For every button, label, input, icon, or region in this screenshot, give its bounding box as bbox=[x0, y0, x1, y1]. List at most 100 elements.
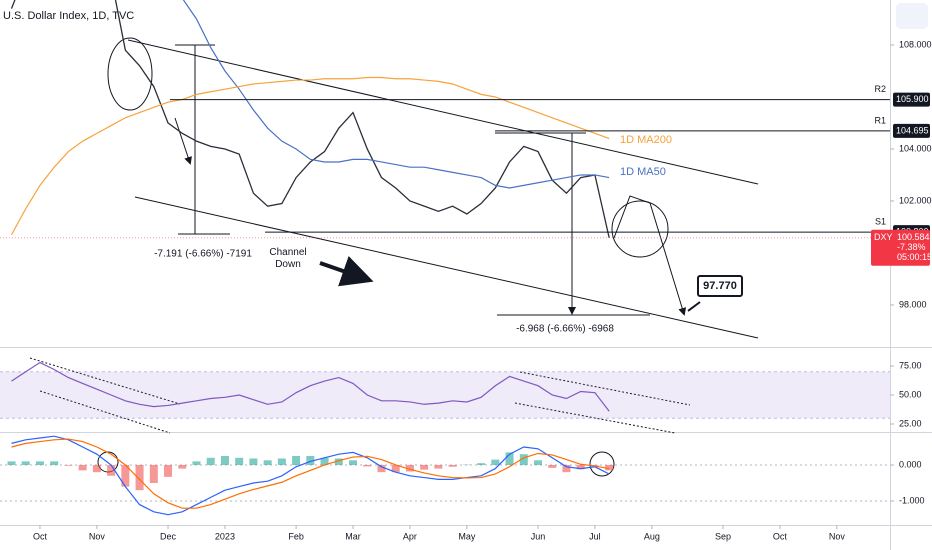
x-tick-label: Feb bbox=[288, 531, 304, 541]
histogram-bar bbox=[405, 464, 414, 472]
channel-line bbox=[134, 196, 759, 339]
y-tick-label: 98.000 bbox=[899, 299, 927, 309]
level-name: R2 bbox=[874, 84, 886, 94]
y-tick-label: 0.000 bbox=[899, 459, 922, 469]
histogram-bar bbox=[491, 459, 500, 465]
histogram-bar bbox=[320, 457, 329, 465]
histogram-bar bbox=[391, 464, 400, 473]
highlight-circle bbox=[589, 451, 615, 477]
y-tick-label: 50.00 bbox=[899, 389, 922, 399]
y-tick-label: 102.000 bbox=[899, 195, 932, 205]
target-box bbox=[697, 275, 743, 297]
histogram-bar bbox=[605, 464, 614, 471]
x-tick-label: Mar bbox=[345, 531, 361, 541]
y-tick-label: -1.000 bbox=[899, 495, 925, 505]
x-tick-label: Aug bbox=[644, 531, 660, 541]
histogram-bar bbox=[420, 464, 429, 470]
pane bbox=[0, 435, 890, 516]
histogram-bar bbox=[107, 464, 116, 476]
histogram-bar bbox=[306, 455, 315, 465]
level-tag bbox=[893, 92, 930, 107]
rsi-band bbox=[0, 371, 890, 419]
series-line bbox=[10, 0, 610, 238]
rsi-channel bbox=[514, 402, 676, 434]
direction-arrow bbox=[319, 256, 374, 287]
pane bbox=[0, 361, 890, 419]
histogram-bar bbox=[277, 458, 286, 465]
y-tick-label: 25.00 bbox=[899, 418, 922, 428]
rsi-channel bbox=[39, 390, 171, 434]
last-price: 100.584 bbox=[897, 232, 930, 242]
histogram-bar bbox=[505, 452, 514, 465]
annotation: -7.191 (-6.66%) -7191 bbox=[154, 249, 252, 260]
target-pointer bbox=[687, 301, 701, 312]
histogram-bar bbox=[149, 464, 158, 483]
histogram-bar bbox=[192, 461, 201, 465]
histogram-bar bbox=[178, 464, 187, 469]
x-tick-label: Oct bbox=[33, 531, 48, 541]
histogram-bar bbox=[78, 464, 87, 471]
histogram-bar bbox=[235, 457, 244, 465]
series-label: 1D MA50 bbox=[620, 166, 666, 178]
x-tick-label: Jul bbox=[589, 531, 601, 541]
x-tick-label: 2023 bbox=[215, 531, 235, 541]
histogram-bar bbox=[206, 457, 215, 465]
series-line bbox=[11, 361, 610, 412]
annotation: Channel Down bbox=[269, 247, 306, 270]
histogram-bar bbox=[534, 460, 543, 465]
y-tick-label: 104.000 bbox=[899, 143, 932, 153]
x-tick-label: Nov bbox=[89, 531, 106, 541]
histogram-bar bbox=[220, 455, 229, 465]
histogram-bar bbox=[477, 463, 486, 465]
last-price-tag bbox=[871, 229, 930, 266]
y-tick-label: 108.000 bbox=[899, 39, 932, 49]
projection-path bbox=[613, 195, 687, 316]
histogram-bar bbox=[92, 464, 101, 473]
histogram-bar bbox=[576, 464, 585, 470]
highlight-circle bbox=[107, 37, 153, 111]
histogram-bar bbox=[263, 460, 272, 465]
series-label: 1D MA200 bbox=[620, 134, 672, 146]
x-tick-label: Dec bbox=[160, 531, 177, 541]
level-value: 104.695 bbox=[896, 125, 929, 135]
y-tick-label: 75.00 bbox=[899, 360, 922, 370]
histogram-bar bbox=[121, 464, 130, 487]
channel-line bbox=[127, 39, 759, 185]
drawings bbox=[29, 37, 759, 477]
change: -7.38% bbox=[897, 242, 926, 252]
level-value: 105.900 bbox=[896, 94, 929, 104]
histogram-bar bbox=[35, 461, 44, 465]
annotation-line: Down bbox=[275, 259, 301, 270]
histogram-bar bbox=[590, 464, 599, 466]
target-label: 97.770 bbox=[703, 280, 737, 292]
histogram-bar bbox=[448, 464, 457, 467]
histogram-bar bbox=[548, 464, 557, 468]
series-line bbox=[10, 76, 610, 236]
series-line bbox=[11, 438, 610, 509]
series-line bbox=[182, 0, 610, 189]
level-name: S1 bbox=[875, 217, 886, 227]
level-name: R1 bbox=[874, 115, 886, 125]
rsi-channel bbox=[519, 371, 691, 406]
histogram-bar bbox=[377, 464, 386, 473]
histogram-bar bbox=[292, 455, 301, 465]
pane bbox=[10, 0, 610, 238]
annotation: -6.968 (-6.66%) -6968 bbox=[516, 324, 614, 335]
x-tick-label: Apr bbox=[403, 531, 417, 541]
histogram-bar bbox=[50, 461, 59, 465]
histogram-bar bbox=[363, 464, 372, 467]
level-tag bbox=[893, 123, 930, 138]
histogram-bar bbox=[562, 464, 571, 473]
x-tick-label: Nov bbox=[829, 531, 846, 541]
menu-button[interactable] bbox=[896, 3, 928, 29]
histogram-bar bbox=[334, 458, 343, 465]
histogram-bar bbox=[249, 458, 258, 465]
histogram-bar bbox=[519, 454, 528, 465]
arrow bbox=[174, 117, 192, 165]
histogram-bar bbox=[434, 464, 443, 469]
histogram-bar bbox=[21, 461, 30, 465]
x-tick-label: May bbox=[458, 531, 476, 541]
highlight-circle bbox=[611, 200, 669, 258]
histogram-bar bbox=[64, 464, 73, 466]
